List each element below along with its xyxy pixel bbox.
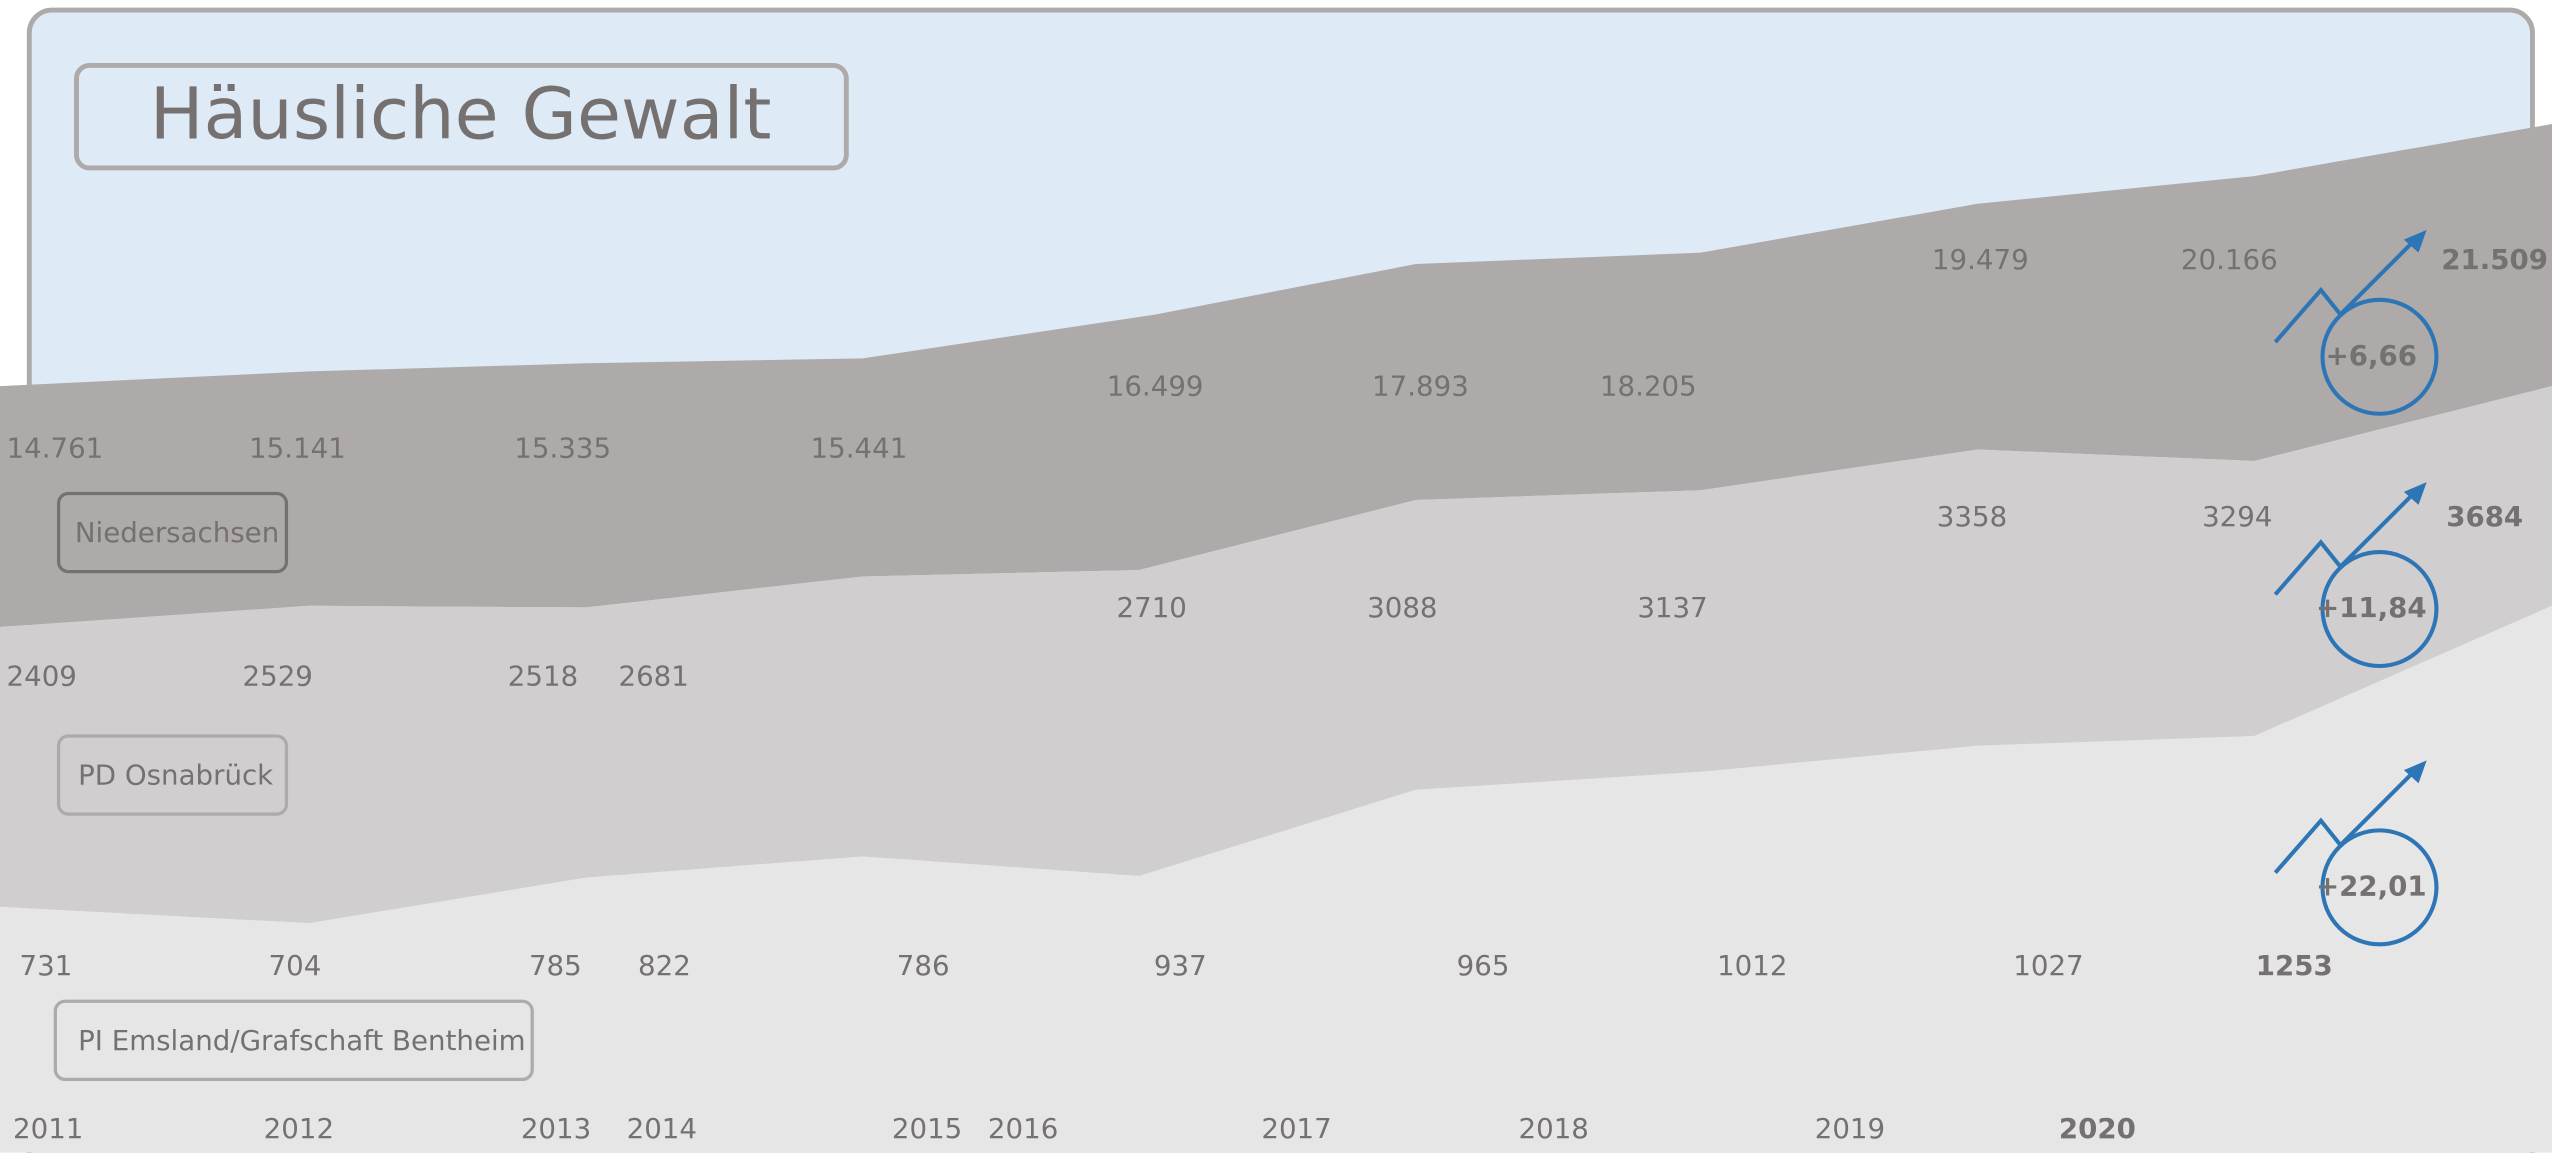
value-label: 786 bbox=[897, 949, 950, 982]
value-label: 731 bbox=[20, 949, 73, 982]
trend-arrow bbox=[2273, 487, 2420, 596]
region-box bbox=[56, 734, 289, 816]
value-label: 16.499 bbox=[1107, 370, 1204, 403]
title-box bbox=[74, 63, 849, 171]
value-label: 1012 bbox=[1717, 949, 1787, 982]
title: Häusliche Gewalt bbox=[150, 73, 772, 156]
trend-arrow bbox=[2273, 765, 2420, 875]
change-label: +22,01 bbox=[2316, 869, 2427, 902]
year-label: 2013 bbox=[521, 1112, 591, 1145]
change-badge bbox=[2320, 297, 2439, 416]
year-label: 2014 bbox=[627, 1112, 697, 1145]
value-label: 15.141 bbox=[249, 432, 346, 465]
arrowhead bbox=[2403, 229, 2427, 253]
value-label: 3088 bbox=[1367, 591, 1437, 624]
region-box bbox=[53, 999, 534, 1082]
value-label: 15.335 bbox=[514, 432, 611, 465]
region-name: PI Emsland/Grafschaft Bentheim bbox=[78, 1024, 525, 1057]
value-label: 3684 bbox=[2446, 500, 2523, 533]
value-label: 2529 bbox=[243, 659, 313, 692]
year-label: 2020 bbox=[2059, 1112, 2136, 1145]
value-label: 2681 bbox=[618, 659, 688, 692]
year-label: 2015 bbox=[892, 1112, 962, 1145]
value-label: 937 bbox=[1154, 949, 1207, 982]
region-box bbox=[56, 491, 289, 574]
change-label: +6,66 bbox=[2326, 339, 2417, 372]
value-label: 965 bbox=[1457, 949, 1510, 982]
value-label: 2710 bbox=[1117, 591, 1187, 624]
value-label: 785 bbox=[529, 949, 582, 982]
value-label: 15.441 bbox=[811, 432, 908, 465]
year-label: 2017 bbox=[1261, 1112, 1331, 1145]
area-osnabrueck bbox=[0, 386, 2552, 924]
arrowhead bbox=[2403, 482, 2427, 505]
value-label: 3294 bbox=[2202, 500, 2272, 533]
value-label: 2409 bbox=[7, 659, 77, 692]
value-label: 19.479 bbox=[1932, 243, 2029, 276]
change-badge bbox=[2320, 550, 2439, 669]
year-label: 2012 bbox=[264, 1112, 334, 1145]
value-label: 1253 bbox=[2256, 949, 2333, 982]
area-niedersachsen bbox=[0, 124, 2552, 627]
value-label: 2518 bbox=[508, 659, 578, 692]
area-emsland bbox=[0, 605, 2552, 1153]
year-label: 2018 bbox=[1519, 1112, 1589, 1145]
value-label: 21.509 bbox=[2441, 243, 2548, 276]
value-label: 3137 bbox=[1637, 591, 1707, 624]
region-name: Niedersachsen bbox=[75, 516, 279, 549]
value-label: 14.761 bbox=[7, 432, 104, 465]
year-label: 2011 bbox=[13, 1112, 83, 1145]
value-label: 1027 bbox=[2013, 949, 2083, 982]
change-label: +11,84 bbox=[2316, 591, 2427, 624]
value-label: 20.166 bbox=[2181, 243, 2278, 276]
year-label: 2016 bbox=[988, 1112, 1058, 1145]
value-label: 18.205 bbox=[1600, 370, 1697, 403]
value-label: 3358 bbox=[1937, 500, 2007, 533]
value-label: 822 bbox=[638, 949, 691, 982]
trend-arrow bbox=[2273, 234, 2420, 344]
region-name: PD Osnabrück bbox=[78, 759, 273, 792]
change-badge bbox=[2320, 828, 2439, 947]
value-label: 17.893 bbox=[1372, 370, 1469, 403]
value-label: 704 bbox=[269, 949, 322, 982]
year-label: 2019 bbox=[1815, 1112, 1885, 1145]
arrowhead bbox=[2403, 760, 2427, 784]
